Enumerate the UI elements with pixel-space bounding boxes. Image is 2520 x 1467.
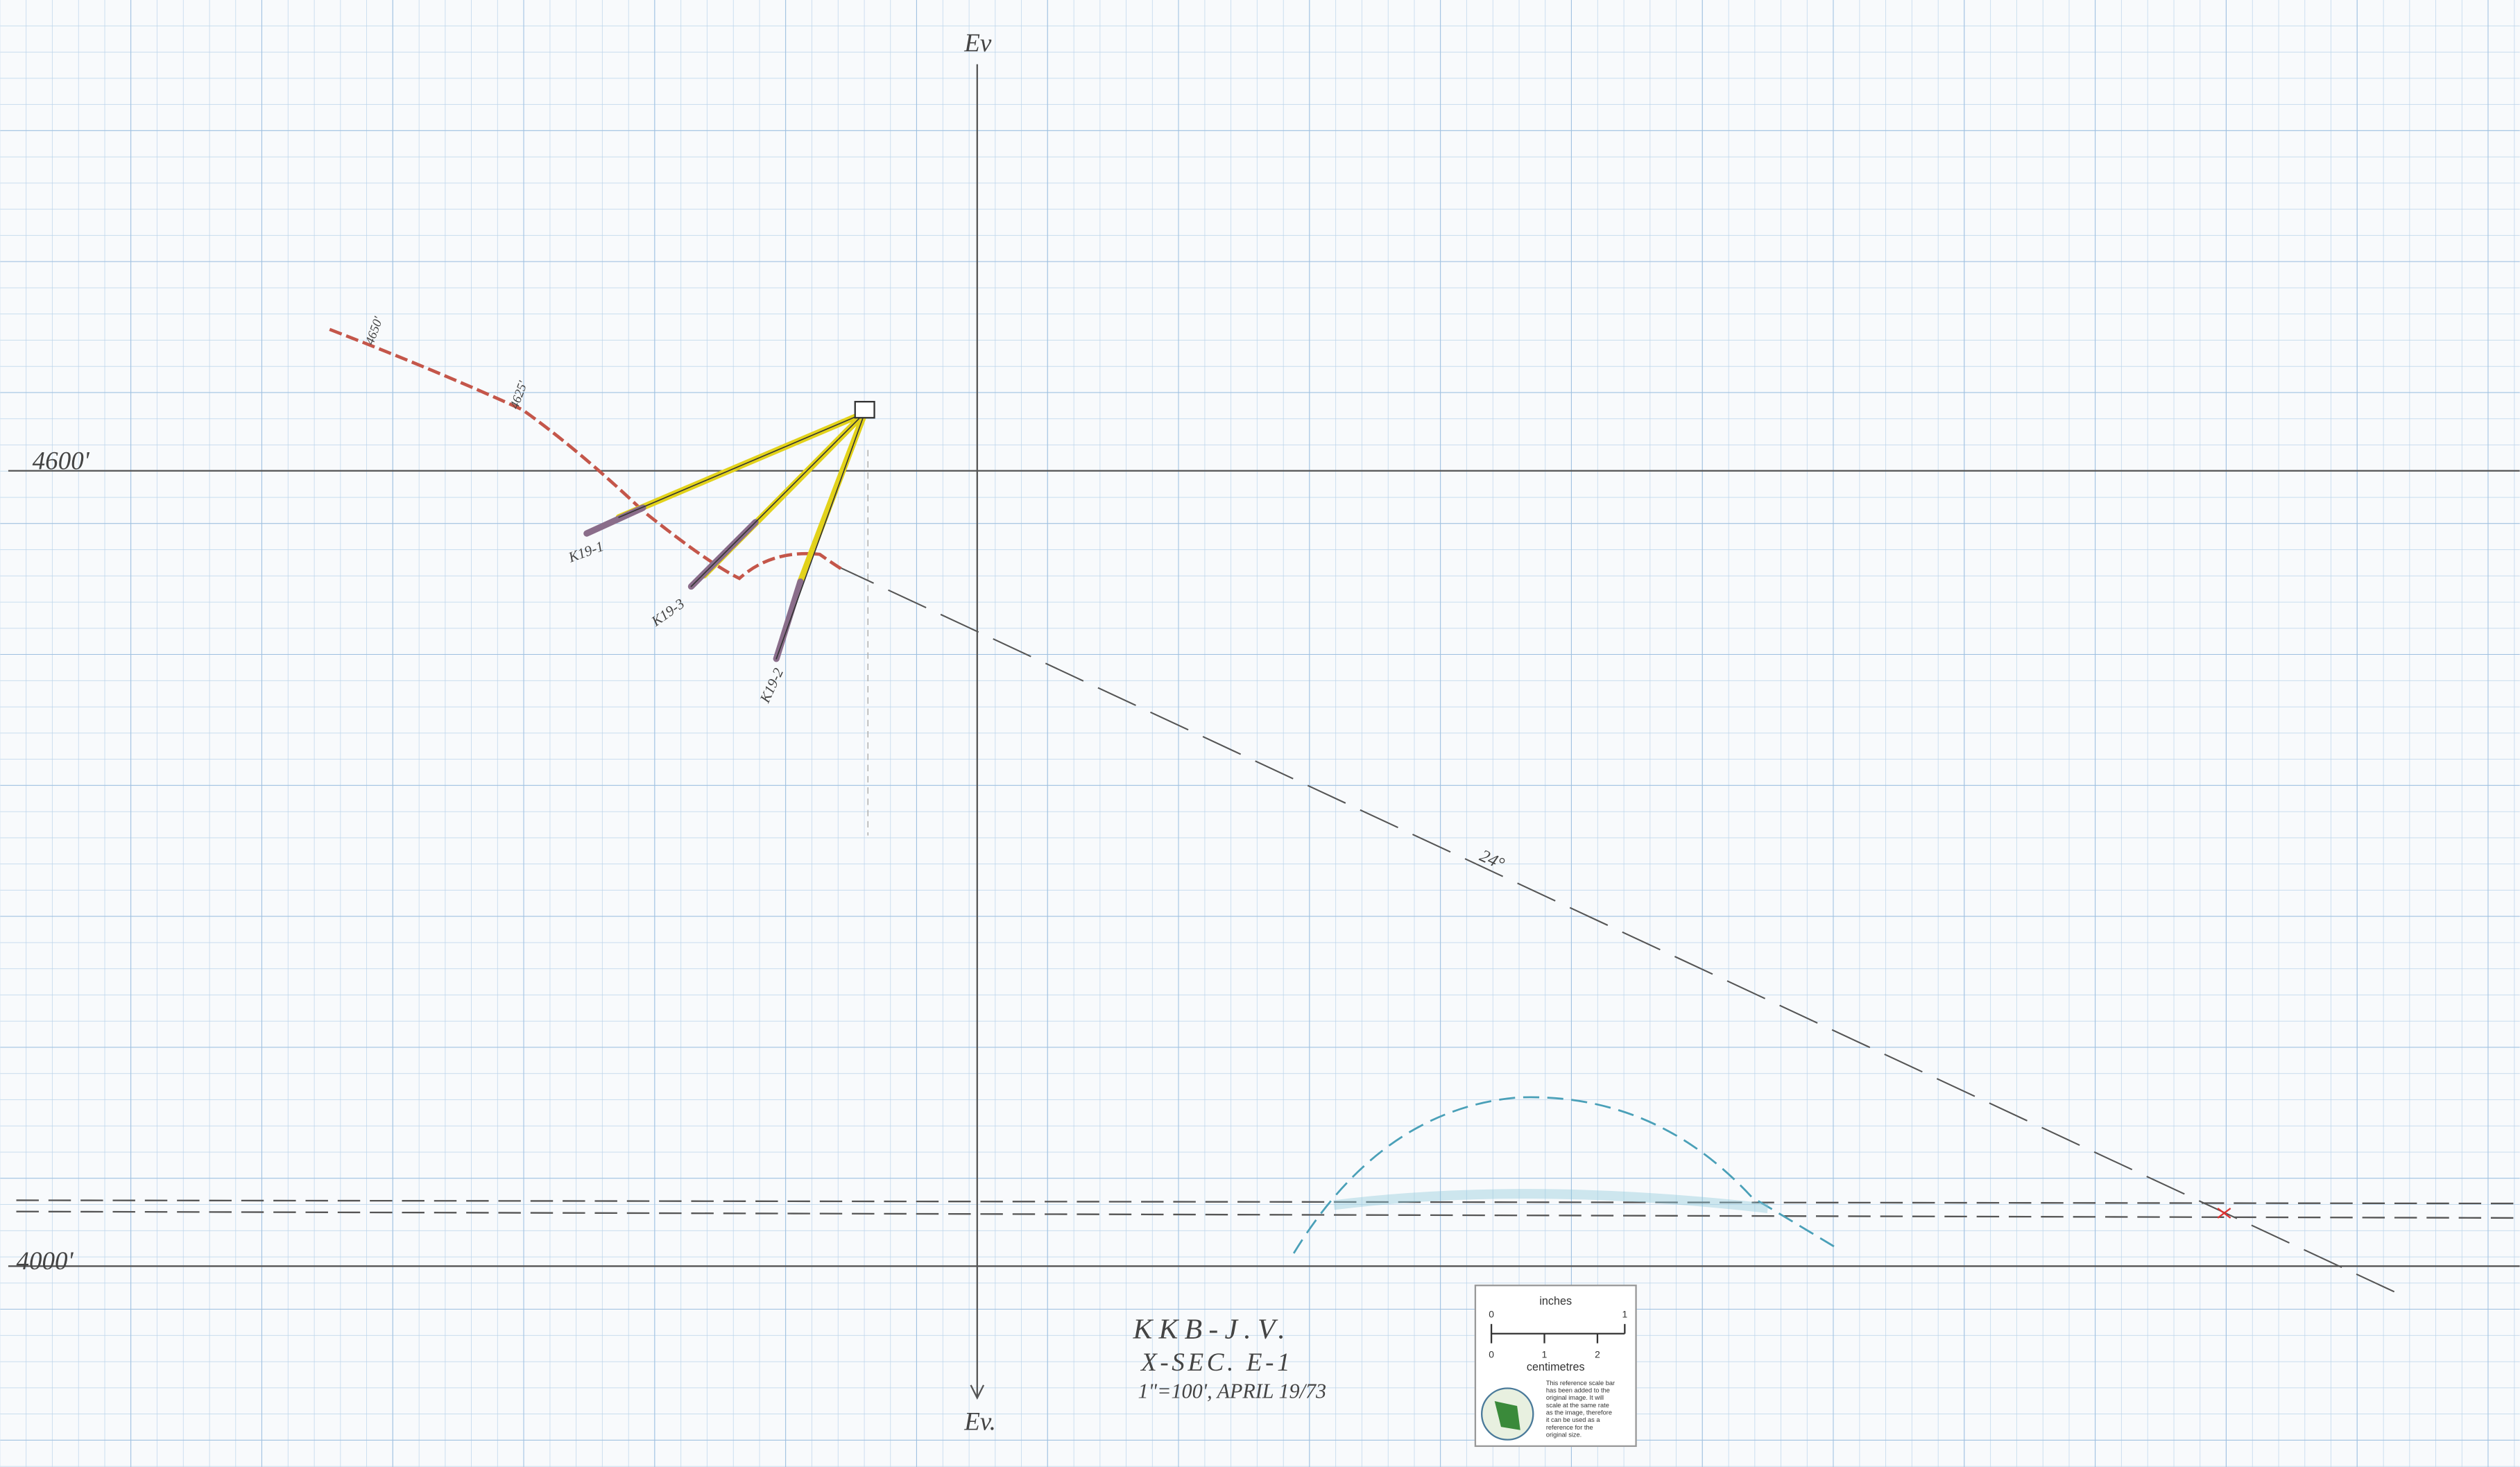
scale-tick: 0 xyxy=(1489,1348,1494,1359)
scale-tick: 1 xyxy=(1622,1309,1627,1320)
elevation-label: 4000' xyxy=(16,1247,74,1276)
drill-hole-lower xyxy=(583,504,646,537)
scale-tick: 2 xyxy=(1595,1348,1600,1359)
scale-note-line: it can be used as a xyxy=(1546,1416,1601,1423)
scale-note-line: has been added to the xyxy=(1546,1387,1610,1394)
drill-trace xyxy=(690,412,866,587)
title-line: X-SEC. E-1 xyxy=(1140,1348,1293,1377)
drill-trace xyxy=(775,412,866,660)
logo-shape xyxy=(1494,1401,1520,1430)
scale-note-line: original image. It will xyxy=(1546,1394,1604,1401)
drill-trace xyxy=(618,412,866,518)
scale-tick: 0 xyxy=(1489,1309,1494,1320)
body-fill xyxy=(1333,1189,1769,1213)
axis-label: Ev xyxy=(963,29,992,58)
title-line: 1"=100', APRIL 19/73 xyxy=(1138,1379,1326,1402)
contact-line xyxy=(329,327,845,581)
body-outline xyxy=(1292,1096,1841,1254)
intersection-mark xyxy=(2217,1208,2231,1219)
scale-note-line: This reference scale bar xyxy=(1546,1380,1615,1387)
scale-unit: inches xyxy=(1539,1295,1572,1307)
drill-holes xyxy=(583,409,868,662)
scale-note-line: as the image, therefore xyxy=(1546,1409,1612,1416)
scale-bar: inches 0 1 0 1 2 centimetres This refere… xyxy=(1474,1285,1637,1448)
drill-hole-lower xyxy=(773,578,804,662)
title-line: KKB-J.V. xyxy=(1132,1314,1292,1346)
drill-hole xyxy=(797,409,868,585)
elevation-label: 4600' xyxy=(33,447,90,475)
scale-note-line: original size. xyxy=(1546,1431,1582,1438)
arrow xyxy=(970,1384,985,1400)
scale-tick: 1 xyxy=(1542,1348,1548,1359)
axis-label: Ev. xyxy=(963,1408,996,1436)
collar xyxy=(854,400,875,419)
scale-note-line: reference for the xyxy=(1546,1424,1593,1431)
scale-unit: centimetres xyxy=(1527,1361,1585,1373)
scale-note-line: scale at the same rate xyxy=(1546,1402,1609,1409)
